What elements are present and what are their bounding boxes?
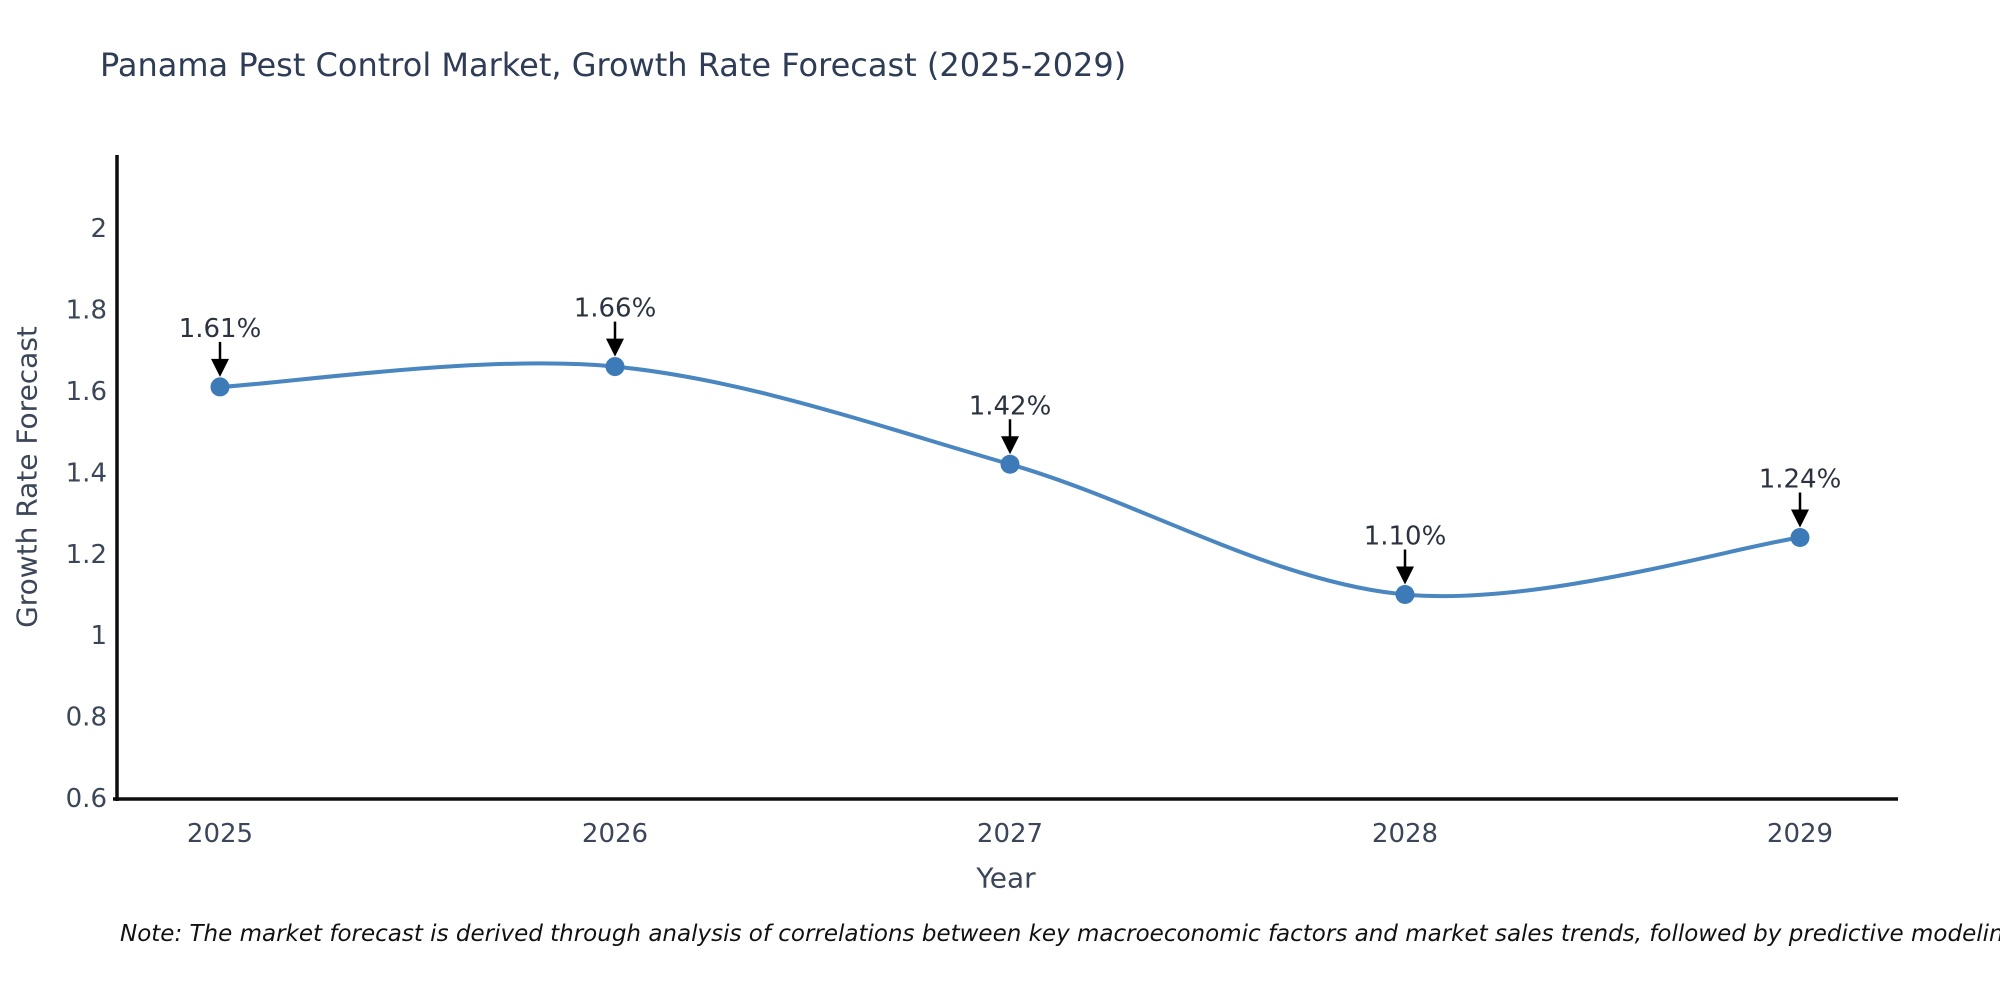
x-tick-label: 2027	[977, 819, 1043, 849]
chart-title: Panama Pest Control Market, Growth Rate …	[100, 46, 1127, 84]
y-tick-label: 1	[90, 621, 107, 651]
point-label: 1.66%	[574, 294, 657, 324]
y-tick-label: 0.6	[66, 784, 107, 814]
point-label: 1.24%	[1759, 465, 1842, 495]
y-tick-label: 1.2	[66, 540, 107, 570]
annotation-arrow-head	[1791, 509, 1809, 528]
footnote: Note: The market forecast is derived thr…	[120, 921, 2000, 947]
point-label: 1.10%	[1364, 522, 1447, 552]
data-point	[1790, 528, 1810, 548]
data-point	[605, 357, 625, 377]
data-point	[1395, 585, 1415, 604]
annotation-arrow-head	[1001, 436, 1019, 455]
data-point	[1000, 454, 1020, 474]
x-tick-label: 2029	[1767, 819, 1833, 849]
y-tick-label: 1.6	[66, 377, 107, 407]
y-tick-label: 2	[90, 214, 107, 244]
point-label: 1.42%	[969, 391, 1052, 421]
x-tick-label: 2026	[582, 819, 648, 849]
y-tick-label: 1.8	[66, 296, 107, 326]
x-tick-label: 2028	[1372, 819, 1438, 849]
x-tick-label: 2025	[187, 819, 253, 849]
x-axis-title: Year	[976, 861, 1036, 895]
point-label: 1.61%	[179, 314, 262, 344]
annotation-arrow-head	[211, 358, 229, 377]
data-point	[210, 377, 230, 397]
y-tick-label: 1.4	[66, 458, 107, 488]
annotation-arrow-head	[606, 338, 624, 357]
y-tick-label: 0.8	[66, 703, 107, 733]
annotation-arrow-head	[1396, 566, 1414, 585]
